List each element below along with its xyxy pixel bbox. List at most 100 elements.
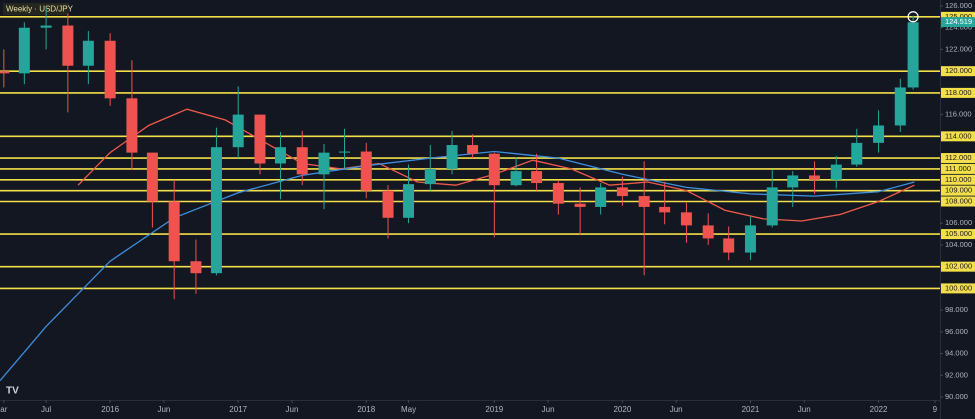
x-tick-label: Jun	[286, 405, 299, 414]
candle-body	[723, 238, 735, 253]
x-tick-label: 2020	[613, 405, 631, 414]
x-tick-label: 9	[933, 405, 938, 414]
x-tick-label: ar	[0, 405, 7, 414]
candle-body	[338, 151, 350, 153]
candle-body	[467, 145, 479, 154]
last-price-box	[941, 17, 975, 28]
candle-body	[851, 142, 863, 165]
candle-body	[210, 147, 222, 274]
candle-body	[894, 87, 906, 126]
tv-logo: TV	[6, 386, 19, 397]
candle-body	[146, 152, 158, 202]
candle-body	[744, 225, 756, 253]
candle-body	[318, 152, 330, 175]
candle-body	[403, 184, 415, 218]
candle-body	[830, 164, 842, 180]
candle-body	[62, 25, 74, 66]
x-tick-label: Jun	[670, 405, 683, 414]
y-tick-label: 94.000	[945, 349, 968, 358]
y-tick-label: 98.000	[945, 305, 968, 314]
level-label: 114.000	[945, 131, 972, 140]
candle-body	[190, 261, 202, 274]
highlight-circle	[907, 11, 919, 23]
candle-body	[659, 206, 671, 213]
candle-body	[82, 40, 94, 66]
level-label-box	[941, 283, 975, 294]
candle-body	[616, 187, 628, 197]
candle-body	[680, 212, 692, 226]
level-label: 120.000	[945, 66, 972, 75]
level-label-box	[941, 87, 975, 98]
level-label: 105.000	[945, 229, 972, 238]
level-label: 110.000	[945, 175, 972, 184]
candle-body	[808, 175, 820, 180]
y-tick-label: 106.000	[945, 218, 972, 227]
candle-body	[274, 147, 286, 164]
logo: TV	[6, 386, 19, 397]
x-tick-label: Jun	[542, 405, 555, 414]
y-tick-label: 124.000	[945, 23, 972, 32]
level-label-box	[941, 185, 975, 196]
y-tick-label: 116.000	[945, 110, 972, 119]
level-label-box	[941, 153, 975, 164]
candle-body	[702, 225, 714, 239]
candle-body	[510, 171, 522, 186]
candle-body	[873, 125, 885, 143]
last-price-label: 124.519	[945, 17, 972, 26]
x-tick-label: Jul	[41, 405, 51, 414]
candle-body	[296, 147, 308, 175]
title-box	[3, 3, 69, 15]
level-label-box	[941, 131, 975, 142]
candle-body	[595, 187, 607, 207]
y-tick-label: 122.000	[945, 44, 972, 53]
level-label: 111.000	[945, 164, 971, 173]
level-label: 108.000	[945, 196, 972, 205]
candle-body	[18, 27, 30, 74]
candle-body	[104, 40, 116, 99]
candle-body	[638, 196, 650, 207]
level-label-box	[941, 261, 975, 272]
level-label-box	[941, 174, 975, 185]
level-label: 112.000	[945, 153, 972, 162]
level-label: 102.000	[945, 262, 972, 271]
x-tick-label: 2017	[229, 405, 247, 414]
candle-body	[40, 25, 52, 28]
candle-body	[360, 151, 372, 191]
y-tick-label: 92.000	[945, 370, 968, 379]
candle-body	[0, 71, 10, 74]
x-tick-label: 2019	[485, 405, 503, 414]
level-label-box	[941, 229, 975, 240]
level-label-box	[941, 163, 975, 174]
chart-title: Weekly · USD/JPY	[6, 5, 74, 14]
candle-body	[766, 187, 778, 226]
x-tick-label: May	[401, 405, 416, 414]
candle-body	[446, 145, 458, 169]
candle-body	[424, 168, 436, 185]
candle-body	[382, 190, 394, 218]
candle-body	[907, 22, 919, 88]
candle-body	[531, 171, 543, 184]
level-label-box	[941, 66, 975, 77]
level-label-box	[941, 196, 975, 207]
x-tick-label: Jun	[157, 405, 170, 414]
level-label: 118.000	[945, 88, 972, 97]
candle-body	[168, 201, 180, 262]
candle-body	[232, 114, 244, 148]
y-tick-label: 90.000	[945, 392, 968, 401]
level-label: 125.000	[945, 12, 972, 21]
x-tick-label: 2021	[742, 405, 760, 414]
candle-body	[552, 183, 564, 204]
x-tick-label: Jun	[798, 405, 811, 414]
candle-body	[126, 98, 138, 153]
candle-body	[574, 203, 586, 207]
candle-body	[488, 153, 500, 186]
y-tick-label: 96.000	[945, 327, 968, 336]
y-tick-label: 104.000	[945, 240, 972, 249]
candle-body	[787, 175, 799, 188]
level-label-box	[941, 11, 975, 22]
moving-average	[0, 150, 915, 382]
y-tick-label: 126.000	[945, 1, 972, 10]
